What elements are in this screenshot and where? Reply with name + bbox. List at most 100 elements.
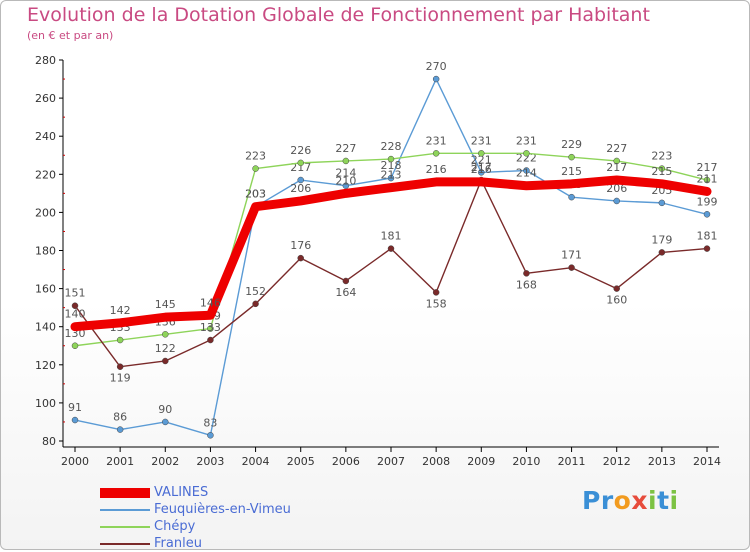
legend-swatch-valines bbox=[100, 488, 150, 498]
x-tick-label: 2001 bbox=[106, 455, 134, 468]
data-label: 218 bbox=[381, 159, 402, 172]
data-point bbox=[116, 336, 124, 344]
data-label: 142 bbox=[110, 304, 131, 317]
data-point bbox=[432, 150, 440, 157]
data-label: 223 bbox=[245, 150, 266, 163]
data-label: 214 bbox=[516, 167, 537, 180]
x-tick-label: 2012 bbox=[603, 455, 631, 468]
data-label: 231 bbox=[516, 134, 537, 147]
data-point bbox=[478, 150, 485, 157]
data-label: 133 bbox=[200, 321, 221, 334]
data-point bbox=[387, 174, 395, 182]
x-tick-label: 2011 bbox=[558, 455, 586, 468]
data-point bbox=[207, 325, 214, 332]
data-label: 222 bbox=[516, 151, 537, 164]
data-point bbox=[478, 169, 485, 176]
y-tick-label: 280 bbox=[35, 54, 56, 67]
legend-swatch-chepy bbox=[100, 526, 150, 528]
data-label: 228 bbox=[381, 140, 402, 153]
data-label: 152 bbox=[245, 285, 266, 298]
x-tick-label: 2005 bbox=[287, 455, 315, 468]
data-label: 227 bbox=[606, 142, 627, 155]
y-tick-label: 160 bbox=[35, 283, 56, 296]
data-point bbox=[523, 150, 530, 157]
data-point bbox=[297, 176, 304, 184]
data-label: 160 bbox=[606, 294, 627, 307]
data-label: 181 bbox=[381, 230, 402, 243]
data-label: 221 bbox=[471, 153, 492, 166]
y-tick-label: 120 bbox=[35, 359, 56, 372]
x-tick-label: 2013 bbox=[648, 455, 676, 468]
data-label: 179 bbox=[651, 233, 672, 246]
data-label: 270 bbox=[426, 60, 447, 73]
data-label: 226 bbox=[290, 144, 311, 157]
data-point bbox=[387, 155, 395, 163]
data-label: 91 bbox=[68, 401, 82, 414]
x-tick-label: 2010 bbox=[512, 455, 540, 468]
data-label: 229 bbox=[561, 138, 582, 151]
data-label: 231 bbox=[471, 134, 492, 147]
data-point bbox=[71, 416, 79, 424]
data-label: 146 bbox=[200, 296, 221, 309]
chart-subtitle: (en € et par an) bbox=[27, 29, 114, 42]
data-label: 216 bbox=[426, 163, 447, 176]
data-point bbox=[207, 432, 214, 439]
chart-title: Evolution de la Dotation Globale de Fonc… bbox=[27, 4, 650, 26]
data-point bbox=[116, 363, 124, 370]
data-point bbox=[658, 165, 666, 172]
data-point bbox=[613, 285, 620, 292]
data-label: 145 bbox=[155, 298, 176, 311]
data-label: 223 bbox=[651, 150, 672, 163]
data-point bbox=[297, 254, 304, 262]
data-label: 122 bbox=[155, 342, 176, 355]
data-point bbox=[703, 176, 711, 184]
x-tick-label: 2006 bbox=[332, 455, 360, 468]
x-tick-label: 2009 bbox=[467, 455, 495, 468]
y-tick-label: 240 bbox=[35, 130, 56, 143]
data-point bbox=[568, 193, 575, 201]
series-line-3 bbox=[70, 175, 712, 332]
data-point bbox=[703, 245, 711, 252]
data-label: 158 bbox=[426, 297, 447, 310]
data-label: 140 bbox=[65, 308, 86, 321]
data-label: 215 bbox=[561, 165, 582, 178]
legend-label-valines: VALINES bbox=[154, 485, 209, 500]
data-point bbox=[658, 249, 666, 256]
data-point bbox=[523, 167, 530, 174]
legend-label-franleu: Franleu bbox=[154, 536, 202, 551]
data-label: 214 bbox=[335, 167, 356, 180]
legend-swatch-feuquieres bbox=[100, 509, 150, 511]
data-label: 164 bbox=[335, 286, 356, 299]
data-point bbox=[342, 182, 350, 189]
x-tick-label: 2002 bbox=[151, 455, 179, 468]
series-line-2 bbox=[74, 179, 708, 368]
y-tick-label: 220 bbox=[35, 168, 56, 181]
data-point bbox=[162, 418, 169, 426]
data-point bbox=[613, 157, 620, 165]
data-label: 210 bbox=[335, 174, 356, 187]
x-tick-label: 2007 bbox=[377, 455, 405, 468]
data-point bbox=[568, 153, 575, 161]
data-label: 216 bbox=[471, 163, 492, 176]
data-point bbox=[342, 157, 350, 165]
data-point bbox=[523, 270, 530, 277]
data-label: 211 bbox=[697, 172, 718, 185]
data-point bbox=[207, 336, 214, 344]
data-label: 203 bbox=[245, 188, 266, 201]
x-tick-label: 2003 bbox=[196, 455, 224, 468]
y-tick-label: 100 bbox=[35, 397, 56, 410]
data-label: 119 bbox=[110, 372, 131, 385]
data-label: 227 bbox=[335, 142, 356, 155]
data-point bbox=[342, 277, 350, 285]
data-label: 90 bbox=[158, 403, 172, 416]
data-label: 217 bbox=[606, 161, 627, 174]
data-point bbox=[252, 165, 259, 172]
data-label: 176 bbox=[290, 239, 311, 252]
data-label: 217 bbox=[471, 161, 492, 174]
data-label: 206 bbox=[290, 182, 311, 195]
data-point bbox=[613, 197, 620, 205]
y-tick-label: 200 bbox=[35, 206, 56, 219]
x-tick-label: 2008 bbox=[422, 455, 450, 468]
x-tick-label: 2004 bbox=[242, 455, 270, 468]
